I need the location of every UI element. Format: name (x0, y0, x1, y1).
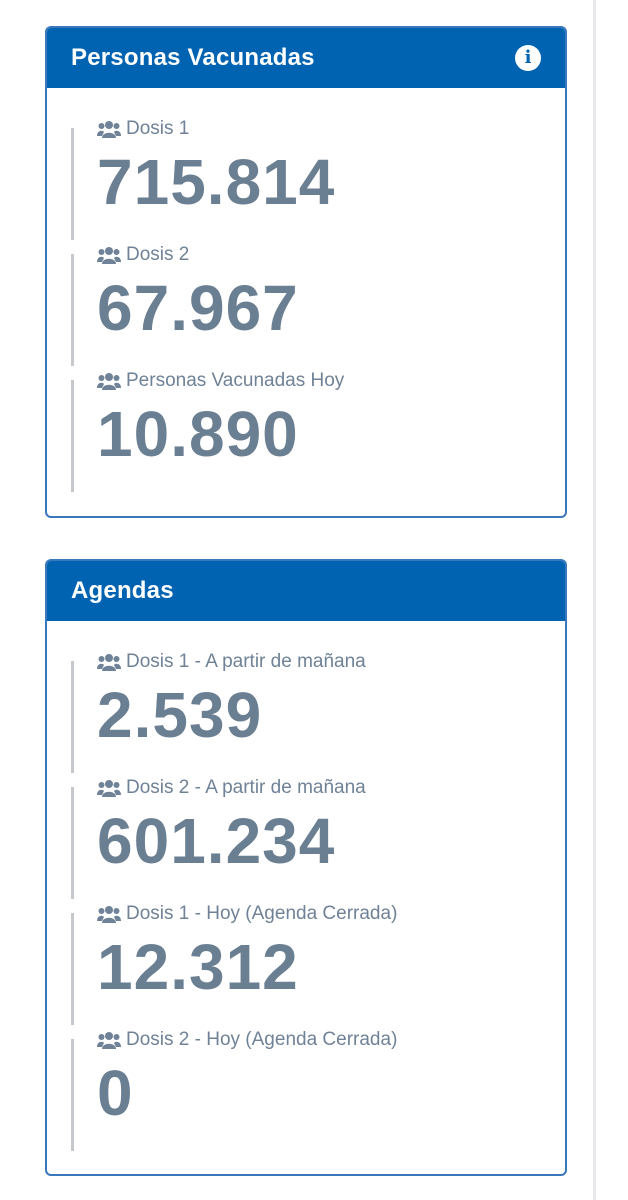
stat-value: 2.539 (97, 679, 263, 751)
users-icon (97, 1032, 121, 1049)
users-icon (97, 121, 121, 138)
users-icon (97, 654, 121, 671)
stat-dosis-1-manana: Dosis 1 - A partir de mañana 2.539 (71, 647, 565, 773)
page-scroll-edge (593, 0, 596, 1200)
stat-dosis-1-hoy: Dosis 1 - Hoy (Agenda Cerrada) 12.312 (71, 899, 565, 1025)
stat-label-text: Dosis 2 - Hoy (Agenda Cerrada) (126, 1029, 398, 1050)
stat-value: 715.814 (97, 146, 336, 218)
stat-value: 12.312 (97, 931, 299, 1003)
stat-personas-vacunadas-hoy: Personas Vacunadas Hoy 10.890 (71, 366, 565, 492)
stat-dosis-2: Dosis 2 67.967 (71, 240, 565, 366)
stat-dosis-1: Dosis 1 715.814 (71, 114, 565, 240)
users-icon (97, 906, 121, 923)
card-body: Dosis 1 - A partir de mañana 2.539 Dosis… (47, 621, 565, 1174)
users-icon (97, 373, 121, 390)
stat-dosis-2-hoy: Dosis 2 - Hoy (Agenda Cerrada) 0 (71, 1025, 565, 1151)
stat-value: 0 (97, 1057, 134, 1129)
stat-label: Dosis 2 - A partir de mañana (97, 773, 565, 803)
stat-value: 10.890 (97, 398, 299, 470)
card-title: Personas Vacunadas (71, 44, 315, 71)
users-icon (97, 780, 121, 797)
stat-label: Dosis 1 - Hoy (Agenda Cerrada) (97, 899, 565, 929)
stat-label-text: Personas Vacunadas Hoy (126, 370, 345, 391)
users-icon (97, 247, 121, 264)
stat-label: Dosis 2 - Hoy (Agenda Cerrada) (97, 1025, 565, 1055)
card-title: Agendas (71, 577, 174, 604)
card-body: Dosis 1 715.814 Dosis 2 67.967 Personas … (47, 88, 565, 516)
card-header: Agendas (47, 561, 565, 621)
stat-label-text: Dosis 1 - Hoy (Agenda Cerrada) (126, 903, 398, 924)
info-icon[interactable]: i (515, 45, 541, 71)
stat-label: Dosis 1 (97, 114, 565, 144)
card-header: Personas Vacunadas i (47, 28, 565, 88)
stat-label: Dosis 2 (97, 240, 565, 270)
stat-label: Personas Vacunadas Hoy (97, 366, 565, 396)
stat-label-text: Dosis 2 (126, 244, 190, 265)
stat-label: Dosis 1 - A partir de mañana (97, 647, 565, 677)
stat-dosis-2-manana: Dosis 2 - A partir de mañana 601.234 (71, 773, 565, 899)
stat-label-text: Dosis 1 (126, 118, 190, 139)
stat-value: 601.234 (97, 805, 336, 877)
stat-label-text: Dosis 2 - A partir de mañana (126, 777, 366, 798)
card-personas-vacunadas: Personas Vacunadas i Dosis 1 715.814 Dos… (45, 26, 567, 518)
card-agendas: Agendas Dosis 1 - A partir de mañana 2.5… (45, 559, 567, 1176)
stat-value: 67.967 (97, 272, 299, 344)
stat-label-text: Dosis 1 - A partir de mañana (126, 651, 366, 672)
